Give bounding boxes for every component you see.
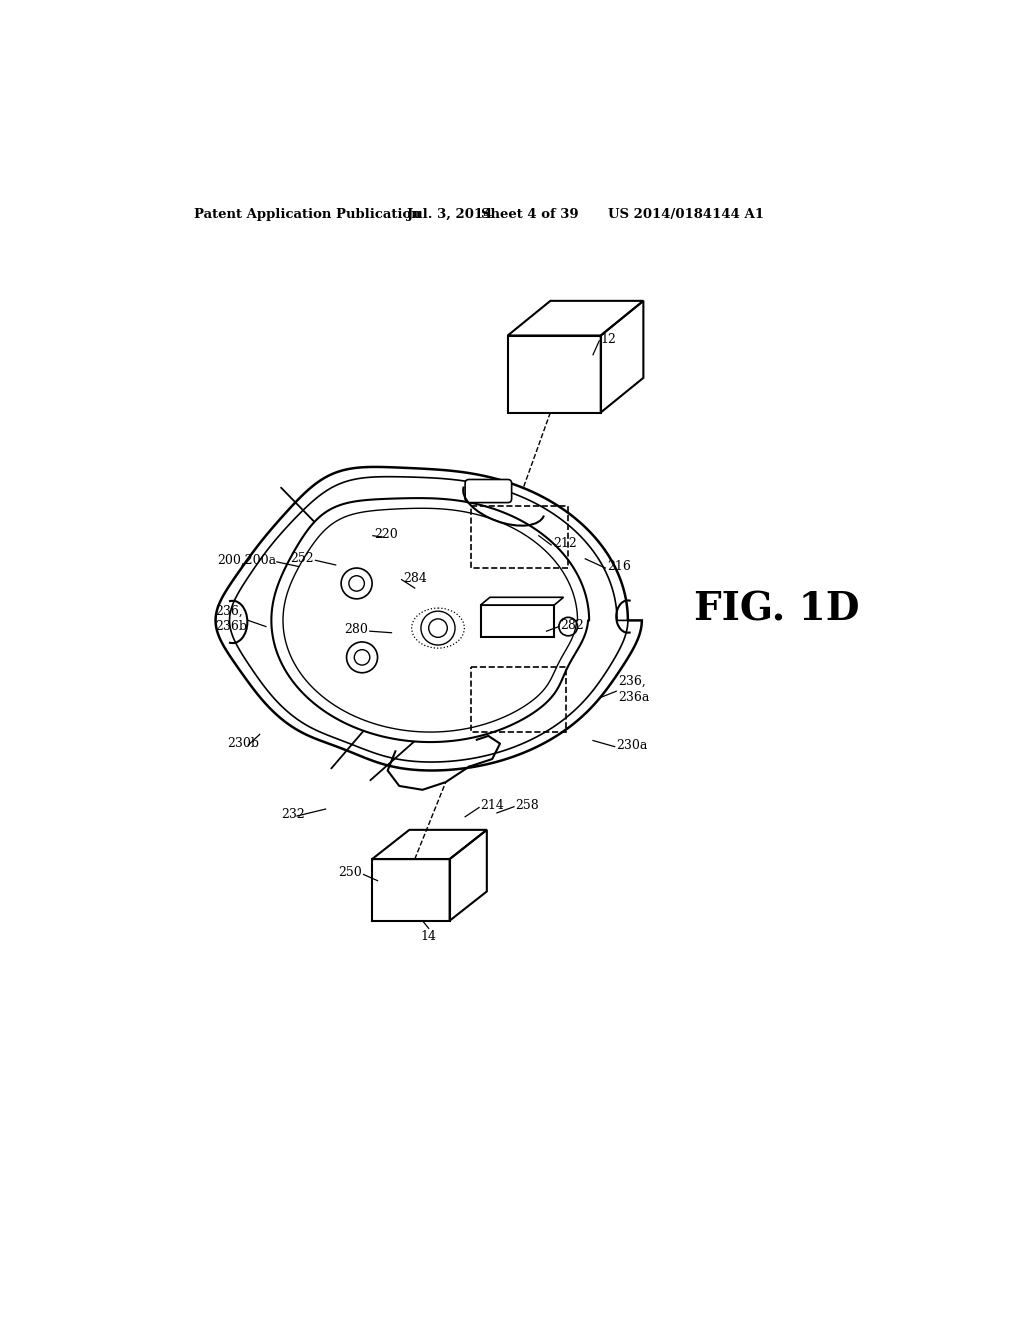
Text: 212: 212 xyxy=(553,537,577,550)
Text: Patent Application Publication: Patent Application Publication xyxy=(194,209,421,222)
Text: 230a: 230a xyxy=(616,739,647,751)
Text: 230b: 230b xyxy=(227,737,259,750)
Polygon shape xyxy=(480,597,563,605)
Polygon shape xyxy=(229,477,628,762)
FancyBboxPatch shape xyxy=(465,479,512,503)
Text: 280: 280 xyxy=(344,623,369,636)
Text: US 2014/0184144 A1: US 2014/0184144 A1 xyxy=(608,209,765,222)
Text: 258: 258 xyxy=(515,799,540,812)
Text: FIG. 1D: FIG. 1D xyxy=(693,590,859,628)
Text: 12: 12 xyxy=(601,333,616,346)
Text: 236,
236a: 236, 236a xyxy=(617,676,649,704)
Text: 14: 14 xyxy=(421,929,436,942)
Text: 250: 250 xyxy=(338,866,362,879)
Text: 216: 216 xyxy=(607,560,631,573)
Text: 220: 220 xyxy=(375,528,398,541)
Polygon shape xyxy=(283,508,578,733)
Text: 200,200a: 200,200a xyxy=(217,554,276,566)
Text: 282: 282 xyxy=(560,619,585,631)
Text: Sheet 4 of 39: Sheet 4 of 39 xyxy=(480,209,579,222)
Text: 252: 252 xyxy=(291,552,314,565)
Polygon shape xyxy=(480,605,554,638)
Text: Jul. 3, 2014: Jul. 3, 2014 xyxy=(407,209,493,222)
Text: 236,
236b: 236, 236b xyxy=(215,605,247,634)
Text: 232: 232 xyxy=(282,808,305,821)
Text: 214: 214 xyxy=(480,799,505,812)
Text: 284: 284 xyxy=(403,572,427,585)
Polygon shape xyxy=(271,498,589,742)
Polygon shape xyxy=(216,467,642,771)
